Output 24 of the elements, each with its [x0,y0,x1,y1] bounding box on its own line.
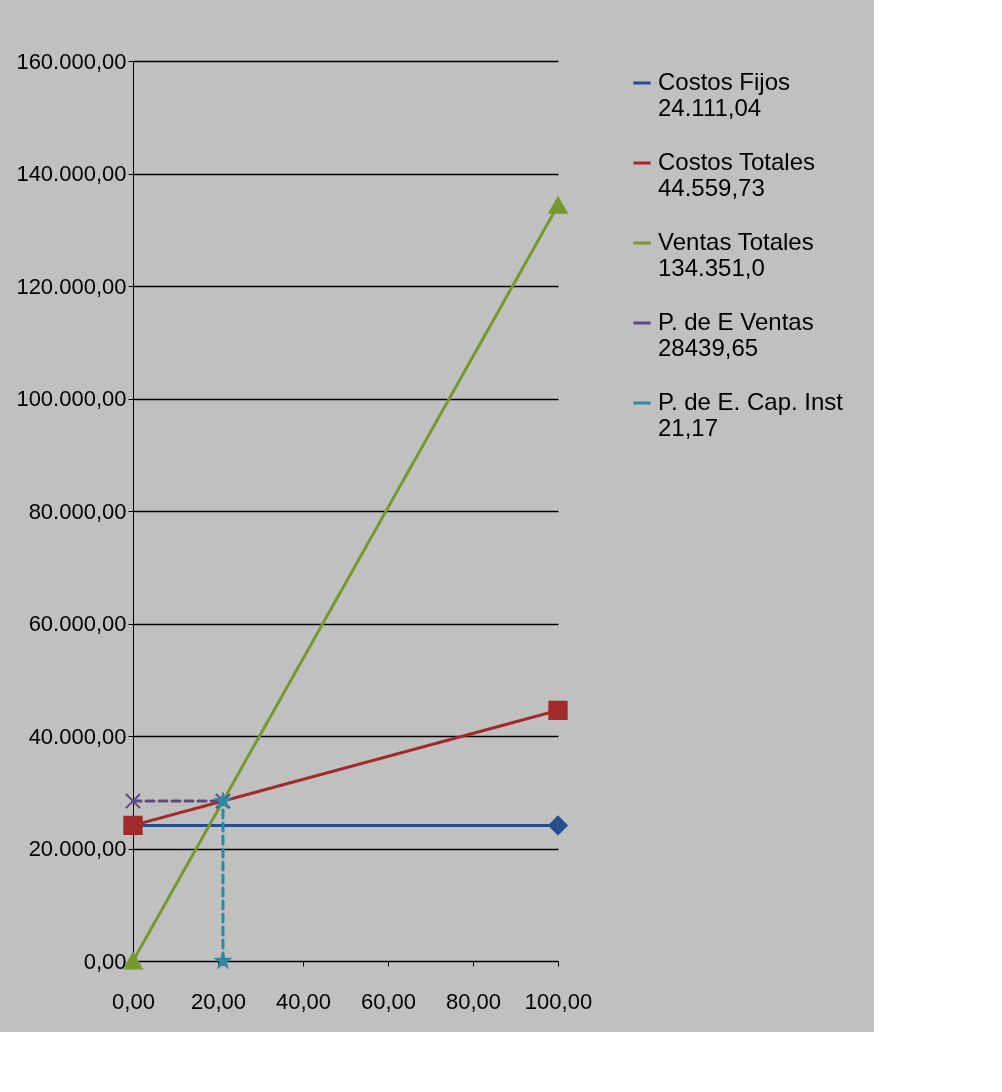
x-tick-label: 20,00 [190,988,247,1014]
x-tick-label: 60,00 [360,988,417,1014]
x-tick-label: 40,00 [275,988,332,1014]
point [215,952,231,968]
y-tick-label: 0,00 [83,948,127,974]
x-tick-label: 80,00 [445,988,502,1014]
y-tick-label: 60.000,00 [28,611,127,636]
legend-label: Ventas Totales 134.351,0 [658,228,814,281]
x-tick-label: 100,00 [524,988,593,1014]
point [548,815,568,836]
legend-label: Costos Totales 44.559,73 [658,148,815,201]
y-tick-label: 160.000,00 [16,48,127,74]
y-tick-label: 80.000,00 [28,498,127,524]
y-tick-label: 120.000,00 [16,273,127,299]
y-tick-label: 40.000,00 [28,723,127,749]
y-tick-label: 100.000,00 [16,386,127,411]
point [124,792,142,810]
point [548,700,568,721]
legend-label: P. de E. Cap. Inst 21,17 [658,388,844,441]
x-tick-label: 0,00 [112,988,155,1014]
legend-label: P. de E Ventas 28439,65 [658,308,814,361]
y-tick-label: 140.000,00 [16,161,127,186]
y-tick-label: 20.000,00 [28,836,127,861]
legend-label: Costos Fijos 24.111,04 [658,68,791,121]
